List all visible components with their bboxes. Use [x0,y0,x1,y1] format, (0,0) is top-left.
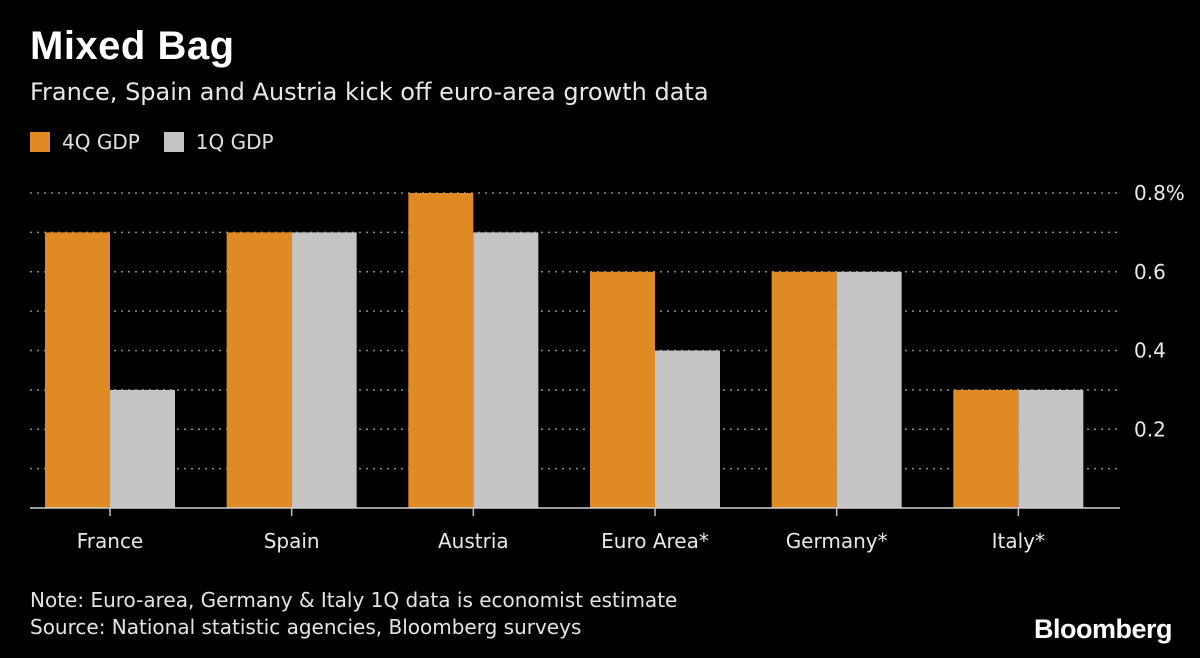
x-category-label: Spain [264,529,320,553]
bar-4q [953,389,1019,508]
legend-swatch-1q [163,132,184,152]
x-category-label: Germany* [786,529,888,553]
legend-item-4q: 4Q GDP [30,130,140,154]
bars [45,193,1084,508]
bar-4q [226,232,292,508]
y-tick-label: 0.8% [1134,181,1185,205]
legend-item-1q: 1Q GDP [163,130,274,154]
legend-swatch-4q [30,132,50,152]
x-category-label: Euro Area* [601,529,709,553]
bloomberg-logo: Bloomberg [1033,614,1173,644]
legend: 4Q GDP 1Q GDP [30,130,298,154]
bar-1q [473,232,539,508]
x-category-label: Austria [438,529,509,553]
bar-1q [836,271,902,508]
x-category-label: Italy* [992,529,1045,553]
note-text: Note: Euro-area, Germany & Italy 1Q data… [30,588,678,612]
bar-1q [1018,389,1084,508]
bar-1q [291,232,357,508]
bar-4q [590,271,655,508]
bar-1q [110,389,175,508]
bar-4q [45,232,110,508]
bar-4q [408,193,474,508]
bar-4q [771,271,837,508]
y-tick-label: 0.4 [1134,339,1166,363]
chart-subtitle: France, Spain and Austria kick off euro-… [30,78,709,106]
bar-1q [655,350,720,508]
y-tick-label: 0.2 [1134,417,1166,441]
y-tick-label: 0.6 [1134,260,1166,284]
source-text: Source: National statistic agencies, Blo… [30,615,582,639]
axes: 0.2 0.4 0.6 0.8% France Spain Austria Euro Area… [30,181,1185,553]
legend-label-4q: 4Q GDP [62,130,140,154]
legend-label-1q: 1Q GDP [195,130,274,154]
footnotes: Note: Euro-area, Germany & Italy 1Q data… [30,587,677,641]
chart-title: Mixed Bag [30,24,235,68]
x-category-label: France [77,529,144,553]
